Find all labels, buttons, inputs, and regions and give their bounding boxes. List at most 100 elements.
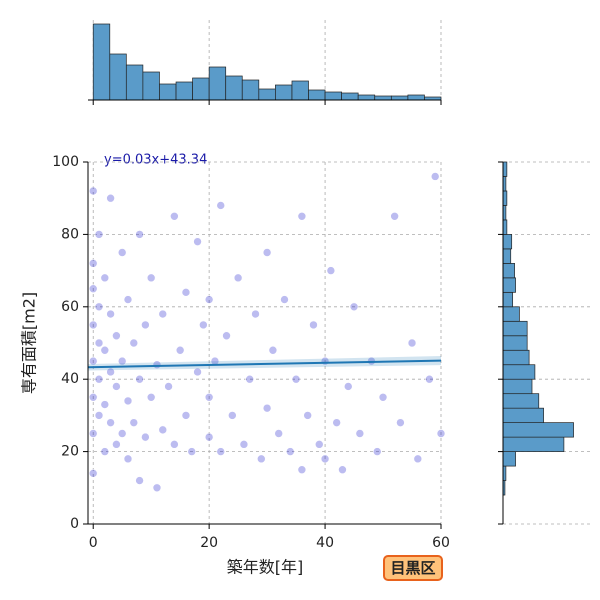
y-tick-label: 20 xyxy=(61,444,79,460)
point xyxy=(146,392,156,402)
bar xyxy=(502,219,508,235)
point xyxy=(257,454,266,464)
point xyxy=(117,248,127,257)
point xyxy=(117,429,127,438)
point xyxy=(343,382,353,391)
bar xyxy=(502,161,508,177)
point xyxy=(117,356,127,366)
point xyxy=(204,295,214,304)
point xyxy=(425,374,434,384)
bar xyxy=(192,77,210,101)
bar xyxy=(502,436,565,452)
bar xyxy=(502,234,513,250)
point xyxy=(199,320,208,330)
point xyxy=(233,273,243,283)
point xyxy=(251,309,260,319)
bar xyxy=(502,190,508,206)
point xyxy=(146,273,156,283)
point xyxy=(106,418,115,427)
point xyxy=(216,447,226,456)
point xyxy=(239,440,249,449)
bar xyxy=(502,263,515,279)
point xyxy=(158,425,168,435)
point xyxy=(204,432,214,442)
y-tick-label: 0 xyxy=(70,516,79,532)
bar xyxy=(502,451,516,467)
bar xyxy=(374,95,392,101)
bar xyxy=(225,75,243,101)
point xyxy=(430,172,440,181)
point xyxy=(181,411,191,420)
bar xyxy=(390,95,409,101)
point xyxy=(187,447,197,456)
bar xyxy=(291,80,309,101)
point xyxy=(88,392,98,402)
bar xyxy=(241,79,260,101)
point xyxy=(106,309,115,319)
point xyxy=(135,374,144,384)
point xyxy=(88,356,98,366)
bar xyxy=(502,320,528,337)
point xyxy=(170,212,179,221)
bar xyxy=(357,94,376,101)
point xyxy=(181,288,191,297)
point xyxy=(297,212,307,221)
point xyxy=(152,483,162,493)
bar xyxy=(502,422,574,438)
bar xyxy=(175,81,193,101)
ward-badge: 目黒区 xyxy=(383,555,443,581)
point xyxy=(123,454,133,464)
bar xyxy=(502,349,530,366)
point xyxy=(112,331,121,341)
point xyxy=(135,476,144,485)
point xyxy=(88,469,98,478)
x-axis-label: 築年数[年] xyxy=(227,558,304,577)
regression-line xyxy=(87,359,442,369)
bar xyxy=(341,92,359,101)
point xyxy=(193,367,202,377)
point xyxy=(309,320,318,330)
bar xyxy=(502,335,528,351)
bar xyxy=(407,94,425,101)
point xyxy=(297,465,307,475)
point xyxy=(396,418,405,427)
bar xyxy=(502,306,520,322)
bar xyxy=(502,248,512,264)
point xyxy=(291,374,301,384)
point xyxy=(285,447,295,456)
point xyxy=(262,248,272,257)
point xyxy=(123,396,133,406)
point xyxy=(100,345,110,355)
point xyxy=(158,309,168,319)
point xyxy=(112,382,121,391)
point xyxy=(88,429,98,438)
bar xyxy=(159,83,177,101)
point xyxy=(94,302,104,312)
point xyxy=(390,212,399,221)
bar xyxy=(208,66,227,101)
point xyxy=(216,201,226,210)
point xyxy=(407,338,417,348)
point xyxy=(378,392,388,402)
point xyxy=(88,186,98,196)
point xyxy=(280,295,289,304)
y-tick-label: 60 xyxy=(61,299,79,315)
x-tick-label: 20 xyxy=(200,535,218,551)
point xyxy=(135,230,144,239)
point xyxy=(274,429,284,438)
bar xyxy=(142,71,160,101)
bar xyxy=(92,23,111,101)
point xyxy=(228,411,237,420)
bar xyxy=(502,364,536,380)
point xyxy=(262,403,272,413)
point xyxy=(332,418,341,427)
point xyxy=(436,429,446,438)
y-axis-label: 専有面積[m2] xyxy=(20,292,39,394)
point xyxy=(112,440,121,449)
bar xyxy=(324,91,342,101)
point xyxy=(129,338,139,348)
point xyxy=(141,320,150,330)
point xyxy=(94,374,104,384)
